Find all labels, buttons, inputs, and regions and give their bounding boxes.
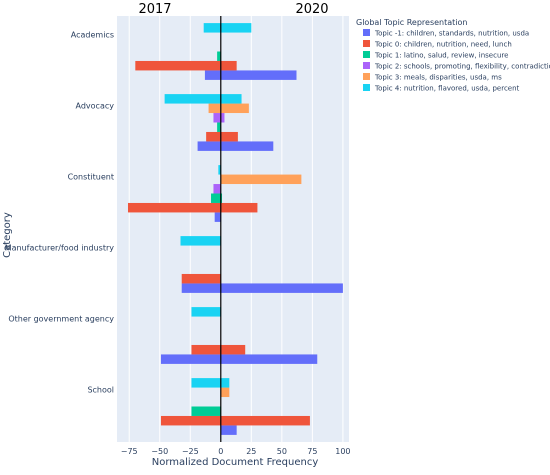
bar — [220, 425, 237, 435]
x-tick-label: 75 — [307, 447, 317, 456]
bar — [211, 193, 223, 203]
legend-swatch[interactable] — [363, 51, 370, 58]
bar — [214, 212, 221, 222]
bar — [181, 283, 343, 293]
bar — [191, 406, 221, 416]
bar — [208, 103, 249, 114]
bar — [204, 70, 297, 80]
x-tick-label: 0 — [218, 447, 223, 456]
bar — [213, 184, 221, 194]
x-tick-label: −25 — [182, 447, 199, 456]
category-label: Constituent — [68, 173, 114, 182]
legend: Global Topic Representation Topic -1: ch… — [356, 18, 550, 93]
bar — [206, 131, 238, 142]
bar — [180, 236, 221, 246]
legend-entry[interactable]: Topic 2: schools, promoting, flexibility… — [374, 63, 550, 71]
bar — [197, 141, 274, 151]
category-labels: Academics Advocacy Constituent Manufacturer… — [5, 31, 115, 395]
bar — [203, 23, 252, 33]
bar — [217, 51, 221, 61]
year-label-left: 2017 — [138, 2, 171, 17]
bar — [220, 387, 230, 398]
legend-entry[interactable]: Topic 3: meals, disparities, usda, ms — [374, 74, 502, 82]
bar — [191, 378, 230, 388]
bar — [217, 122, 221, 132]
bar — [127, 202, 258, 213]
bar — [181, 273, 221, 284]
category-label: Academics — [71, 31, 114, 40]
legend-swatch[interactable] — [363, 29, 370, 36]
y-axis-title: Category — [2, 212, 13, 258]
x-tick-label: −75 — [121, 447, 138, 456]
x-tick-label: 50 — [277, 447, 287, 456]
category-label: Other government agency — [8, 315, 114, 324]
x-tick-label: −50 — [151, 447, 168, 456]
legend-entry[interactable]: Topic 0: children, nutrition, need, lunc… — [374, 41, 512, 49]
bars — [127, 23, 343, 435]
legend-swatch[interactable] — [363, 62, 370, 69]
bar — [160, 415, 310, 426]
legend-swatch[interactable] — [363, 73, 370, 80]
legend-swatch[interactable] — [363, 40, 370, 47]
x-tick-label: 100 — [335, 447, 350, 456]
x-tick-labels: −75 −50 −25 0 25 50 75 100 — [121, 447, 351, 456]
bar — [135, 60, 237, 71]
legend-entry[interactable]: Topic 1: latino, salud, review, insecure — [374, 52, 508, 60]
legend-title: Global Topic Representation — [356, 18, 467, 27]
x-axis-title: Normalized Document Frequency — [152, 457, 319, 468]
category-label: Advocacy — [76, 102, 115, 111]
plot-background — [117, 16, 349, 442]
x-tick-label: 25 — [246, 447, 256, 456]
legend-entry[interactable]: Topic -1: children, standards, nutrition… — [374, 30, 529, 38]
year-label-right: 2020 — [295, 2, 328, 17]
bar — [213, 113, 225, 123]
legend-entry[interactable]: Topic 4: nutrition, flavored, usda, perc… — [374, 85, 520, 93]
legend-swatch[interactable] — [363, 84, 370, 91]
category-label: School — [87, 386, 114, 395]
bar — [220, 174, 302, 185]
bar — [160, 354, 318, 364]
bar — [191, 307, 221, 317]
bar — [164, 94, 242, 104]
bar — [191, 344, 246, 355]
category-label: Manufacturer/food industry — [5, 244, 115, 253]
bar — [218, 165, 221, 175]
